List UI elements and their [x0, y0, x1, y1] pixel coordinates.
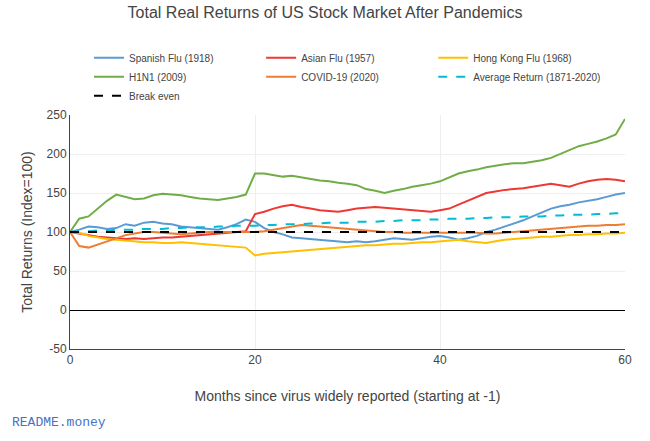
svg-text:0: 0 — [67, 353, 74, 367]
svg-text:Average Return (1871-2020): Average Return (1871-2020) — [473, 72, 600, 83]
svg-text:0: 0 — [60, 303, 67, 317]
svg-text:40: 40 — [433, 353, 447, 367]
svg-text:Total Real Returns of US Stock: Total Real Returns of US Stock Market Af… — [128, 4, 523, 21]
svg-text:60: 60 — [618, 353, 632, 367]
svg-text:20: 20 — [248, 353, 262, 367]
svg-text:-50: -50 — [49, 342, 67, 356]
svg-text:Spanish Flu (1918): Spanish Flu (1918) — [129, 53, 214, 64]
svg-text:Months since virus widely repo: Months since virus widely reported (star… — [195, 388, 501, 404]
svg-text:Total Returns (Index=100): Total Returns (Index=100) — [19, 151, 35, 312]
svg-text:100: 100 — [47, 225, 67, 239]
svg-text:H1N1 (2009): H1N1 (2009) — [129, 72, 186, 83]
svg-text:COVID-19 (2020): COVID-19 (2020) — [301, 72, 379, 83]
svg-text:Asian Flu (1957): Asian Flu (1957) — [301, 53, 374, 64]
svg-text:250: 250 — [47, 108, 67, 122]
svg-text:Hong Kong Flu (1968): Hong Kong Flu (1968) — [473, 53, 571, 64]
svg-text:README.money: README.money — [12, 415, 106, 430]
svg-text:200: 200 — [47, 147, 67, 161]
svg-text:150: 150 — [47, 186, 67, 200]
svg-text:50: 50 — [53, 264, 67, 278]
svg-text:Break even: Break even — [129, 91, 180, 102]
